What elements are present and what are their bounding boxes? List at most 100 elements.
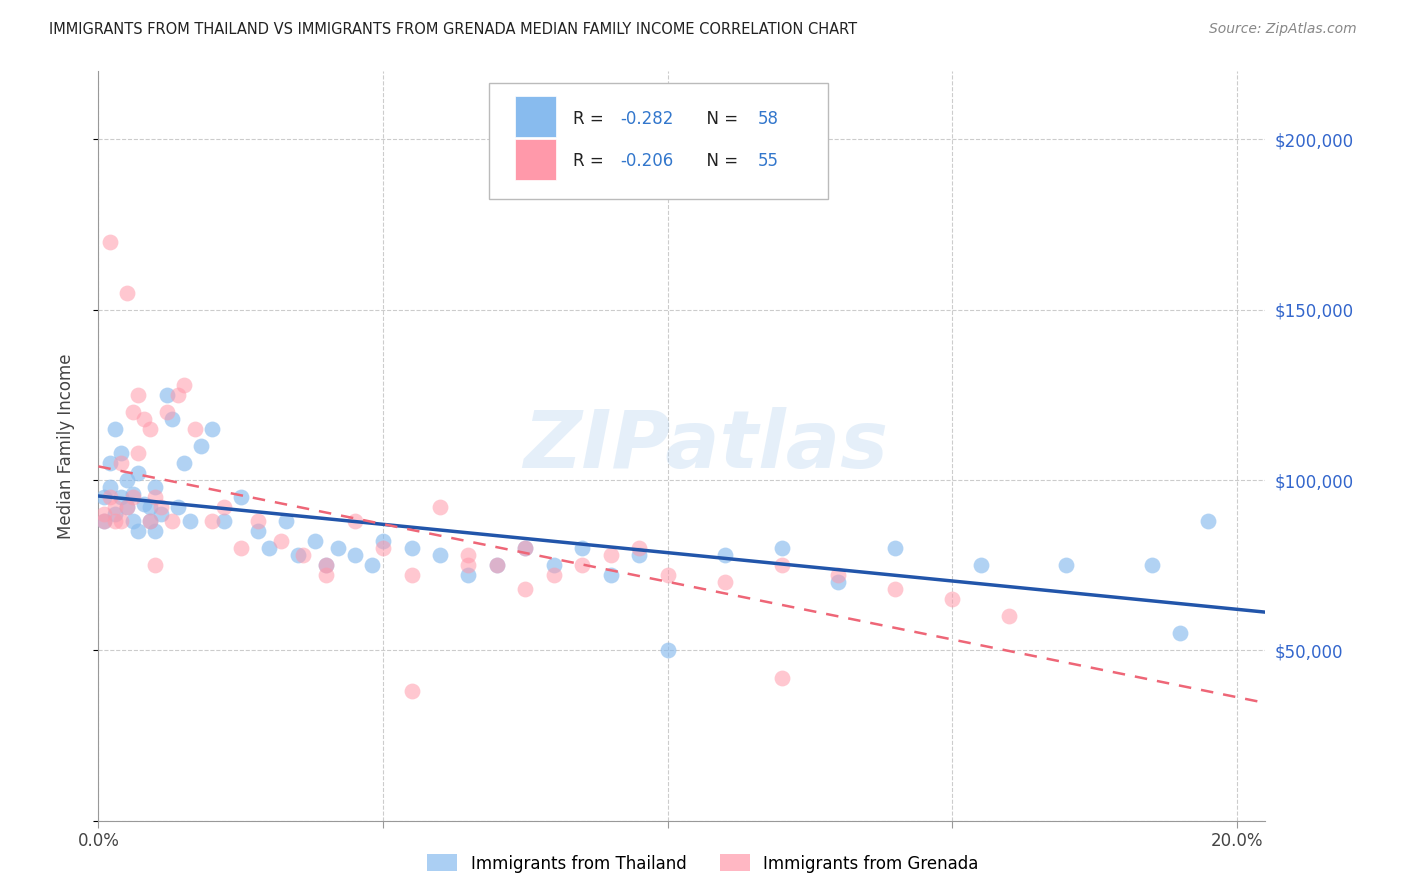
Point	[115, 500, 138, 515]
Point	[162, 411, 184, 425]
Point	[173, 377, 195, 392]
Point	[132, 411, 155, 425]
Point	[515, 541, 537, 556]
Point	[599, 568, 621, 582]
Point	[143, 480, 166, 494]
Point	[156, 388, 179, 402]
Point	[343, 514, 366, 528]
Point	[201, 514, 224, 528]
Point	[292, 548, 315, 562]
Point	[212, 514, 235, 528]
Point	[93, 507, 115, 521]
Point	[315, 558, 337, 573]
Point	[571, 558, 593, 573]
Point	[246, 524, 269, 538]
Point	[315, 568, 337, 582]
Point	[360, 558, 382, 573]
Point	[229, 541, 252, 556]
Y-axis label: Median Family Income: Median Family Income	[56, 353, 75, 539]
Point	[970, 558, 993, 573]
Point	[127, 524, 149, 538]
Point	[179, 514, 201, 528]
Point	[104, 500, 127, 515]
Point	[104, 422, 127, 436]
Point	[1198, 514, 1220, 528]
Point	[770, 558, 793, 573]
Point	[121, 486, 143, 500]
Legend: Immigrants from Thailand, Immigrants from Grenada: Immigrants from Thailand, Immigrants fro…	[420, 847, 986, 880]
Point	[457, 568, 479, 582]
Point	[143, 558, 166, 573]
Point	[115, 285, 138, 300]
Point	[304, 534, 326, 549]
Point	[121, 490, 143, 504]
Point	[93, 490, 115, 504]
Point	[515, 541, 537, 556]
Point	[429, 548, 451, 562]
Text: R =: R =	[574, 153, 609, 170]
Text: -0.282: -0.282	[620, 110, 673, 128]
Point	[371, 534, 394, 549]
Point	[104, 514, 127, 528]
Point	[98, 235, 121, 249]
Point	[884, 541, 907, 556]
Text: ZIPatlas: ZIPatlas	[523, 407, 887, 485]
Point	[173, 456, 195, 470]
Point	[212, 500, 235, 515]
Point	[326, 541, 349, 556]
Point	[371, 541, 394, 556]
Point	[628, 541, 651, 556]
Point	[201, 422, 224, 436]
Point	[270, 534, 292, 549]
Point	[599, 548, 621, 562]
Point	[98, 456, 121, 470]
Point	[315, 558, 337, 573]
FancyBboxPatch shape	[515, 96, 555, 137]
Point	[93, 514, 115, 528]
Point	[770, 671, 793, 685]
Point	[143, 524, 166, 538]
Point	[184, 422, 207, 436]
Text: IMMIGRANTS FROM THAILAND VS IMMIGRANTS FROM GRENADA MEDIAN FAMILY INCOME CORRELA: IMMIGRANTS FROM THAILAND VS IMMIGRANTS F…	[49, 22, 858, 37]
Point	[827, 568, 849, 582]
Point	[543, 558, 565, 573]
Point	[429, 500, 451, 515]
Text: 58: 58	[758, 110, 779, 128]
FancyBboxPatch shape	[515, 139, 555, 180]
Text: R =: R =	[574, 110, 609, 128]
Point	[150, 500, 173, 515]
Point	[127, 467, 149, 481]
Point	[770, 541, 793, 556]
Text: N =: N =	[696, 153, 744, 170]
Point	[276, 514, 298, 528]
Point	[93, 514, 115, 528]
Point	[190, 439, 212, 453]
Point	[827, 575, 849, 590]
Point	[246, 514, 269, 528]
Point	[115, 473, 138, 487]
Text: N =: N =	[696, 110, 744, 128]
Point	[138, 514, 160, 528]
Point	[110, 490, 132, 504]
Point	[156, 405, 179, 419]
Point	[127, 388, 149, 402]
Text: 55: 55	[758, 153, 779, 170]
Point	[343, 548, 366, 562]
Point	[121, 405, 143, 419]
Point	[104, 507, 127, 521]
Point	[229, 490, 252, 504]
Point	[401, 541, 423, 556]
Point	[457, 558, 479, 573]
Point	[713, 575, 735, 590]
Point	[167, 388, 190, 402]
Point	[515, 582, 537, 596]
Point	[401, 684, 423, 698]
Point	[127, 446, 149, 460]
Point	[257, 541, 280, 556]
Point	[657, 568, 679, 582]
Point	[543, 568, 565, 582]
Text: -0.206: -0.206	[620, 153, 673, 170]
Point	[628, 548, 651, 562]
Point	[110, 514, 132, 528]
Point	[121, 514, 143, 528]
